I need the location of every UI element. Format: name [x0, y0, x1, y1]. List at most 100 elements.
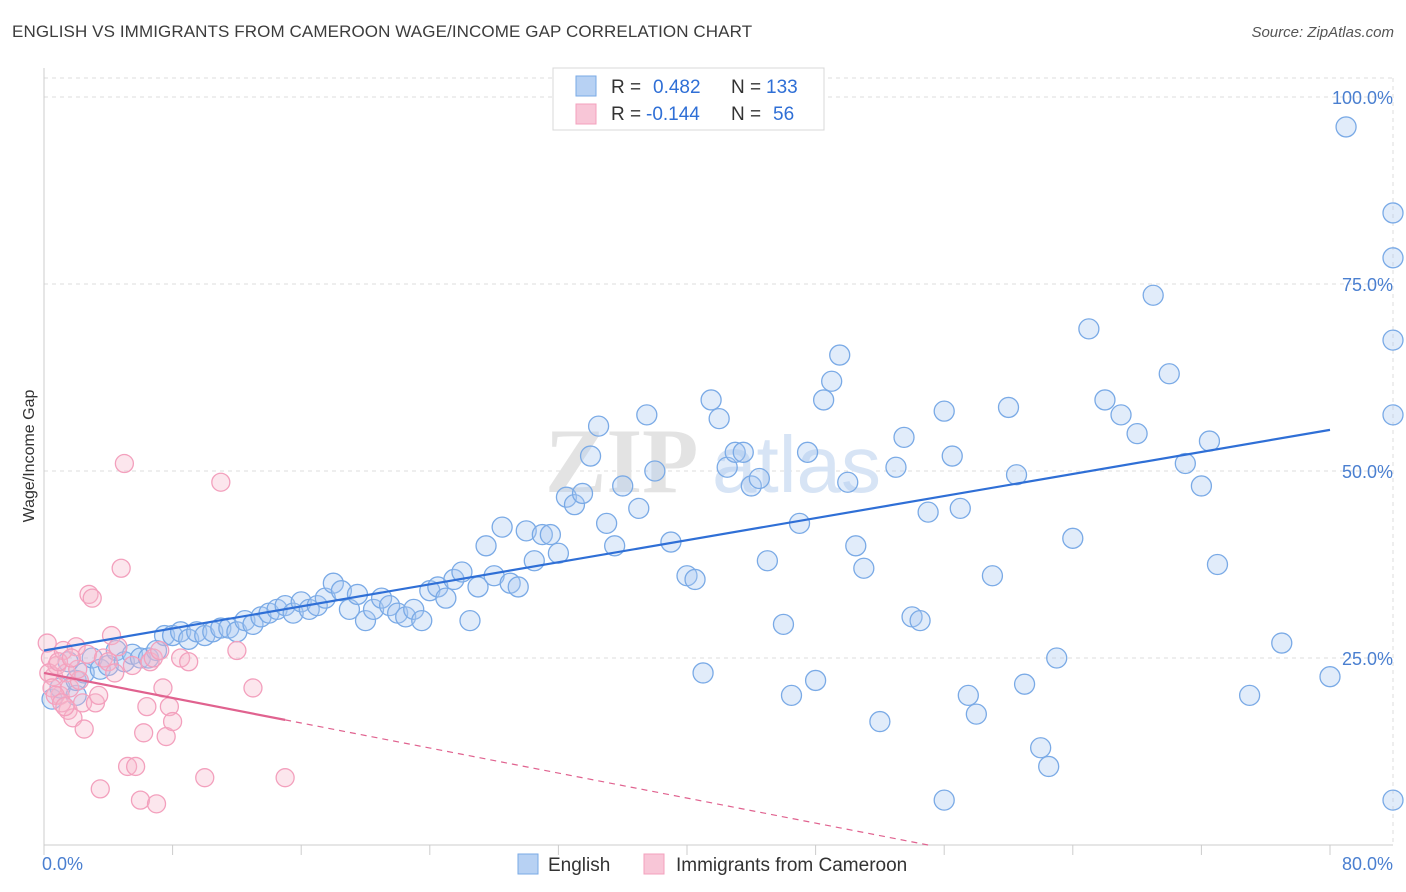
data-point — [122, 655, 143, 676]
data-point — [1094, 389, 1116, 411]
stats-n-label-cameroon: N = — [731, 104, 761, 125]
data-point — [1062, 527, 1084, 549]
data-point — [837, 471, 859, 493]
data-point — [981, 565, 1004, 587]
data-point — [125, 756, 146, 777]
legend-swatch-cameroon — [643, 853, 665, 875]
stats-r-label-cameroon: R = — [611, 104, 641, 125]
data-point — [644, 460, 666, 482]
data-point — [1271, 632, 1293, 654]
stats-swatch-cameroon — [575, 103, 597, 125]
data-point — [845, 535, 867, 557]
data-point — [89, 685, 109, 706]
data-point — [275, 768, 295, 788]
y-tick-label-75: 75.0% — [1342, 275, 1393, 295]
data-point — [162, 711, 183, 732]
data-point — [821, 370, 843, 392]
data-point — [579, 445, 602, 467]
chart-title: ENGLISH VS IMMIGRANTS FROM CAMEROON WAGE… — [12, 22, 753, 41]
data-point — [61, 648, 81, 668]
data-point — [1382, 404, 1404, 426]
data-point — [788, 512, 811, 535]
data-point — [435, 587, 457, 609]
data-point — [539, 523, 562, 546]
data-point — [531, 523, 553, 546]
tick-labels: 25.0% 50.0% 75.0% 100.0% 0.0% 80.0% — [42, 88, 1393, 874]
data-point — [756, 550, 779, 572]
legend-label-english: English — [548, 855, 610, 876]
data-point — [997, 396, 1020, 419]
stats-r-cameroon: -0.144 — [646, 104, 700, 125]
data-point — [829, 344, 851, 366]
data-point — [143, 648, 163, 668]
data-point — [917, 501, 939, 523]
axes — [43, 68, 1393, 855]
data-point — [507, 576, 529, 598]
data-point — [403, 598, 425, 621]
data-point — [949, 497, 971, 520]
data-point — [555, 486, 578, 508]
data-point — [411, 609, 433, 632]
data-point — [1382, 202, 1404, 224]
data-point — [1382, 247, 1404, 269]
data-point — [1126, 422, 1148, 445]
trend-lines — [43, 428, 1331, 846]
data-point — [1110, 404, 1132, 426]
data-point — [114, 453, 135, 474]
data-point — [796, 441, 819, 463]
data-point — [322, 572, 345, 594]
data-point — [105, 663, 125, 683]
y-tick-label-100: 100.0% — [1332, 88, 1393, 108]
y-tick-label-50: 50.0% — [1342, 462, 1393, 482]
stats-r-label-english: R = — [611, 77, 641, 98]
data-point — [68, 659, 88, 679]
data-point — [55, 696, 75, 717]
data-point — [684, 568, 706, 591]
data-point — [692, 662, 714, 684]
chart-source: Source: ZipAtlas.com — [1251, 24, 1394, 41]
data-point — [780, 684, 803, 707]
data-point — [210, 617, 232, 639]
data-point — [1335, 116, 1357, 138]
y-tick-label-25: 25.0% — [1342, 649, 1393, 669]
data-point — [563, 494, 586, 516]
data-point — [1206, 553, 1229, 576]
data-point — [933, 789, 955, 811]
data-point — [812, 389, 835, 411]
data-point — [1382, 329, 1404, 351]
data-point — [98, 652, 118, 672]
data-point — [111, 558, 131, 578]
data-point — [612, 475, 634, 497]
data-point — [134, 723, 154, 743]
data-point — [395, 606, 417, 628]
data-point — [1142, 284, 1164, 306]
data-point — [957, 684, 979, 707]
data-point — [330, 580, 353, 602]
data-point — [90, 779, 110, 799]
data-point — [82, 588, 102, 608]
x-tick-label-max: 80.0% — [1342, 854, 1393, 874]
data-point — [1319, 666, 1341, 688]
data-point — [748, 467, 770, 490]
data-point — [130, 790, 151, 810]
data-point — [146, 794, 167, 814]
data-point — [853, 557, 875, 579]
data-point — [1190, 475, 1213, 497]
data-point — [772, 613, 795, 635]
data-point — [178, 628, 200, 650]
bottom-legend: English Immigrants from Cameroon — [517, 853, 907, 876]
data-point — [1174, 452, 1196, 475]
data-point — [77, 644, 98, 664]
data-point — [909, 609, 931, 632]
data-point — [137, 696, 157, 717]
data-point — [740, 475, 762, 497]
data-point — [804, 669, 827, 692]
series-cameroon-points — [37, 453, 295, 814]
data-point — [491, 516, 513, 538]
data-point — [195, 768, 215, 788]
data-point — [475, 535, 497, 557]
trend-line-ext-1 — [285, 719, 929, 846]
data-point — [732, 441, 754, 463]
data-point — [941, 445, 963, 467]
